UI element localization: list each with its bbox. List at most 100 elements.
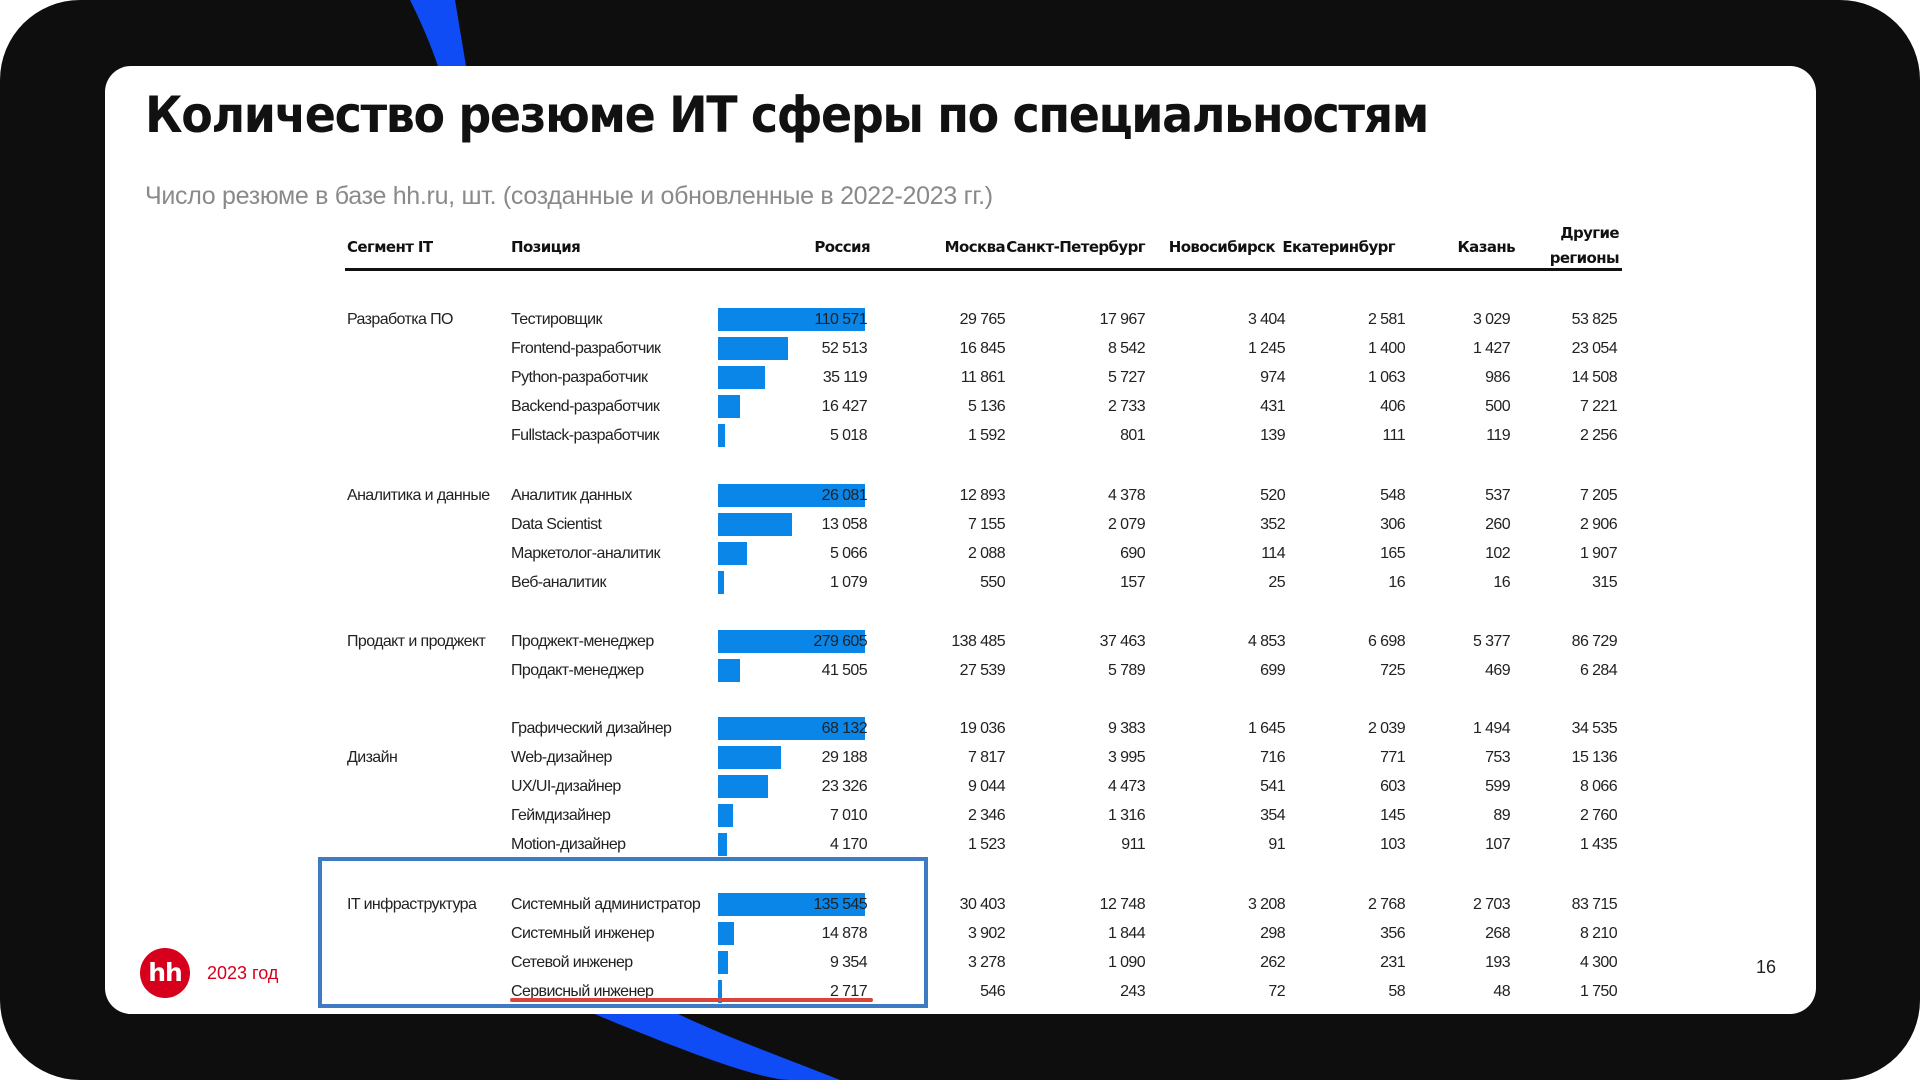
- russia-bar: [718, 775, 768, 798]
- position-label: UX/UI-дизайнер: [511, 778, 621, 795]
- other-value: 23 054: [1571, 340, 1618, 357]
- ekaterinburg-value: 406: [1380, 398, 1406, 415]
- kazan-value: 5 377: [1472, 633, 1511, 650]
- header-novosibirsk: Новосибирск: [1168, 238, 1276, 256]
- header-position: Позиция: [511, 238, 581, 256]
- header-other-line2: регионы: [1549, 249, 1620, 267]
- russia-bar: [718, 484, 865, 507]
- ekaterinburg-value: 145: [1380, 807, 1406, 824]
- russia-value: 279 605: [813, 633, 867, 650]
- moscow-value: 9 044: [967, 778, 1006, 795]
- moscow-value: 3 278: [967, 954, 1006, 971]
- spb-value: 5 789: [1107, 662, 1146, 679]
- novosibirsk-value: 91: [1268, 836, 1285, 853]
- other-value: 86 729: [1571, 633, 1618, 650]
- russia-bar: [718, 571, 724, 594]
- other-value: 1 750: [1579, 983, 1618, 1000]
- other-value: 2 256: [1579, 427, 1618, 444]
- kazan-value: 48: [1493, 983, 1510, 1000]
- other-value: 15 136: [1571, 749, 1618, 766]
- novosibirsk-value: 1 645: [1247, 720, 1286, 737]
- kazan-value: 537: [1485, 487, 1511, 504]
- russia-bar: [718, 922, 734, 945]
- position-label: Маркетолог-аналитик: [511, 545, 661, 562]
- highlight-underline-service-engineer: [510, 998, 873, 1002]
- header-russia: Россия: [814, 238, 870, 256]
- header-ekaterinburg: Екатеринбург: [1282, 238, 1395, 256]
- moscow-value: 1 592: [967, 427, 1006, 444]
- ekaterinburg-value: 231: [1380, 954, 1406, 971]
- other-value: 14 508: [1571, 369, 1618, 386]
- russia-bar: [718, 542, 747, 565]
- moscow-value: 27 539: [959, 662, 1006, 679]
- other-value: 4 300: [1579, 954, 1618, 971]
- kazan-value: 102: [1485, 545, 1511, 562]
- novosibirsk-value: 716: [1260, 749, 1286, 766]
- russia-value: 9 354: [829, 954, 868, 971]
- russia-value: 13 058: [821, 516, 868, 533]
- moscow-value: 11 861: [960, 369, 1006, 386]
- segment-label: IT инфраструктура: [347, 896, 477, 913]
- russia-bar: [718, 980, 722, 1003]
- russia-value: 41 505: [821, 662, 868, 679]
- ekaterinburg-value: 6 698: [1367, 633, 1406, 650]
- kazan-value: 1 494: [1472, 720, 1511, 737]
- moscow-value: 138 485: [951, 633, 1005, 650]
- russia-value: 26 081: [821, 487, 868, 504]
- header-divider: [345, 268, 1622, 271]
- novosibirsk-value: 3 208: [1247, 896, 1286, 913]
- ekaterinburg-value: 165: [1380, 545, 1406, 562]
- position-label: Системный инженер: [511, 925, 655, 942]
- russia-value: 29 188: [821, 749, 868, 766]
- novosibirsk-value: 262: [1260, 954, 1286, 971]
- novosibirsk-value: 1 245: [1247, 340, 1286, 357]
- russia-value: 68 132: [821, 720, 868, 737]
- other-value: 7 205: [1579, 487, 1618, 504]
- spb-value: 8 542: [1107, 340, 1146, 357]
- spb-value: 4 473: [1107, 778, 1146, 795]
- other-value: 6 284: [1579, 662, 1618, 679]
- ekaterinburg-value: 58: [1388, 983, 1405, 1000]
- russia-value: 4 170: [829, 836, 868, 853]
- kazan-value: 500: [1485, 398, 1511, 415]
- moscow-value: 12 893: [959, 487, 1006, 504]
- other-value: 2 906: [1579, 516, 1618, 533]
- other-value: 2 760: [1579, 807, 1618, 824]
- header-segment: Сегмент IT: [347, 238, 433, 256]
- russia-bar: [718, 659, 740, 682]
- novosibirsk-value: 114: [1261, 545, 1285, 562]
- russia-bar: [718, 424, 725, 447]
- segment-label: Разработка ПО: [347, 311, 453, 328]
- russia-bar: [718, 893, 865, 916]
- moscow-value: 3 902: [967, 925, 1006, 942]
- position-label: Сервисный инженер: [511, 983, 654, 1000]
- spb-value: 12 748: [1099, 896, 1146, 913]
- moscow-value: 7 817: [967, 749, 1006, 766]
- slide-subtitle: Число резюме в базе hh.ru, шт. (созданны…: [145, 182, 993, 210]
- moscow-value: 2 346: [967, 807, 1006, 824]
- moscow-value: 546: [980, 983, 1006, 1000]
- russia-value: 5 066: [829, 545, 868, 562]
- spb-value: 1 316: [1107, 807, 1146, 824]
- russia-value: 1 079: [829, 574, 868, 591]
- resume-table: Сегмент IT Позиция Россия Москва Санкт-П…: [105, 66, 1816, 1014]
- spb-value: 1 090: [1107, 954, 1146, 971]
- kazan-value: 1 427: [1472, 340, 1511, 357]
- kazan-value: 986: [1485, 369, 1511, 386]
- russia-value: 110 571: [814, 311, 868, 328]
- russia-bar: [718, 513, 792, 536]
- moscow-value: 550: [980, 574, 1006, 591]
- novosibirsk-value: 25: [1268, 574, 1285, 591]
- ekaterinburg-value: 1 400: [1367, 340, 1406, 357]
- novosibirsk-value: 431: [1260, 398, 1286, 415]
- kazan-value: 753: [1485, 749, 1511, 766]
- kazan-value: 469: [1485, 662, 1511, 679]
- position-label: Motion-дизайнер: [511, 836, 626, 853]
- russia-bar: [718, 337, 788, 360]
- spb-value: 5 727: [1107, 369, 1146, 386]
- spb-value: 17 967: [1099, 311, 1146, 328]
- russia-bar: [718, 366, 765, 389]
- ekaterinburg-value: 103: [1380, 836, 1406, 853]
- other-value: 8 210: [1579, 925, 1618, 942]
- ekaterinburg-value: 771: [1380, 749, 1406, 766]
